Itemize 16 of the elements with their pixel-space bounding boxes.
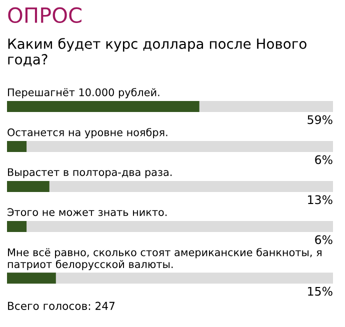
bar bbox=[7, 141, 27, 152]
y-tick-label: Этого не может знать никто. bbox=[8, 208, 167, 216]
data-label: 6% bbox=[315, 235, 332, 244]
data-label: 6% bbox=[315, 155, 332, 164]
data-label: 15% bbox=[308, 286, 332, 296]
chart-subtitle: Каким будет курс доллара после Нового года? bbox=[8, 38, 306, 66]
data-label: 59% bbox=[308, 115, 332, 124]
y-tick-label: Останется на уровне ноября. bbox=[8, 128, 168, 138]
y-tick-label: Перешагнёт 10.000 рублей. bbox=[8, 88, 160, 98]
bar bbox=[7, 221, 27, 232]
y-tick-label: Мне всё равно, сколько стоят американские банкноты, я патриот белорусской валюты. bbox=[8, 248, 322, 270]
bar bbox=[7, 181, 50, 192]
y-tick-label: Вырастет в полтора-два раза. bbox=[8, 168, 172, 178]
text: Всего голосов: 247 bbox=[8, 302, 115, 310]
data-label: 13% bbox=[308, 195, 332, 204]
chart-title: ОПРОС bbox=[8, 7, 82, 24]
